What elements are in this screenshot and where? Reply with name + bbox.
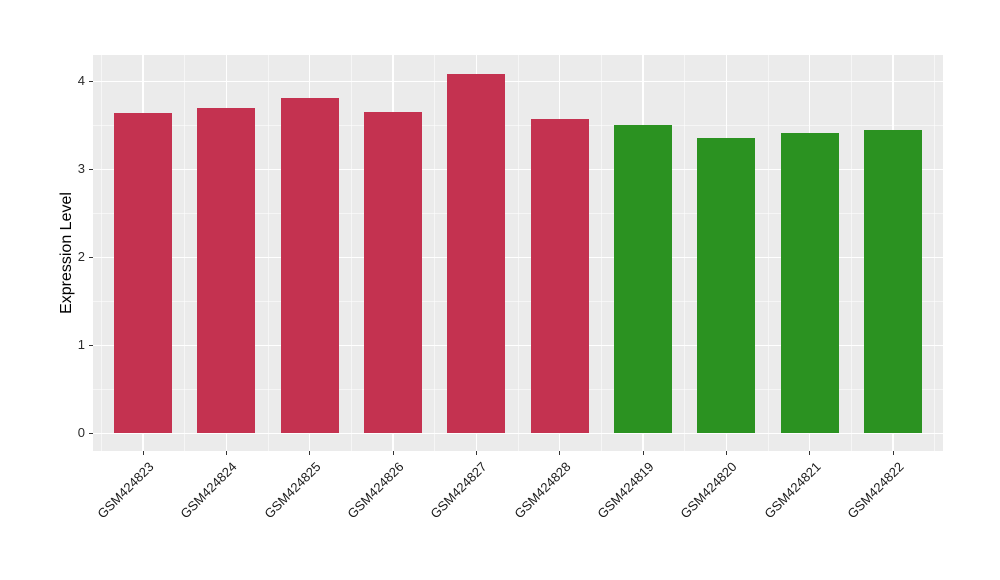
bar-GSM424821 bbox=[780, 133, 839, 434]
x-tick-mark bbox=[392, 451, 394, 455]
y-tick-label: 2 bbox=[77, 249, 85, 265]
y-gridline-major bbox=[93, 168, 943, 171]
x-tick-mark bbox=[225, 451, 227, 455]
bar-GSM424819 bbox=[613, 124, 673, 434]
x-tick-mark bbox=[475, 451, 477, 455]
x-tick-mark bbox=[809, 451, 811, 455]
x-gridline-minor bbox=[267, 55, 269, 451]
plot-panel bbox=[93, 55, 943, 451]
bar-GSM424825 bbox=[280, 98, 339, 434]
x-gridline-minor bbox=[350, 55, 352, 451]
x-tick-mark bbox=[142, 451, 144, 455]
bar-GSM424820 bbox=[697, 137, 756, 434]
y-tick-label: 1 bbox=[77, 337, 85, 353]
bar-GSM424826 bbox=[363, 112, 423, 434]
bar-GSM424822 bbox=[863, 129, 923, 434]
x-tick-mark bbox=[642, 451, 644, 455]
x-gridline-minor bbox=[184, 55, 186, 451]
x-gridline-minor bbox=[100, 55, 102, 451]
y-tick-mark bbox=[89, 168, 93, 170]
y-tick-mark bbox=[89, 432, 93, 434]
x-gridline-minor bbox=[434, 55, 436, 451]
bar-GSM424823 bbox=[113, 113, 173, 434]
x-gridline-minor bbox=[600, 55, 602, 451]
bar-GSM424824 bbox=[197, 107, 256, 434]
y-gridline-major bbox=[93, 80, 943, 83]
y-tick-mark bbox=[89, 80, 93, 82]
x-gridline-minor bbox=[684, 55, 686, 451]
bar-GSM424828 bbox=[530, 119, 589, 434]
x-gridline-minor bbox=[850, 55, 852, 451]
x-gridline-minor bbox=[934, 55, 936, 451]
y-gridline-major bbox=[93, 344, 943, 347]
y-gridline-major bbox=[93, 256, 943, 259]
x-gridline-minor bbox=[767, 55, 769, 451]
bar-GSM424827 bbox=[447, 74, 506, 434]
x-tick-mark bbox=[559, 451, 561, 455]
y-tick-mark bbox=[89, 256, 93, 258]
y-tick-label: 3 bbox=[77, 161, 85, 177]
x-gridline-minor bbox=[517, 55, 519, 451]
x-tick-mark bbox=[309, 451, 311, 455]
x-tick-mark bbox=[725, 451, 727, 455]
y-tick-label: 0 bbox=[77, 425, 85, 441]
x-tick-mark bbox=[892, 451, 894, 455]
y-tick-label: 4 bbox=[77, 73, 85, 89]
y-gridline-major bbox=[93, 432, 943, 435]
y-tick-mark bbox=[89, 344, 93, 346]
